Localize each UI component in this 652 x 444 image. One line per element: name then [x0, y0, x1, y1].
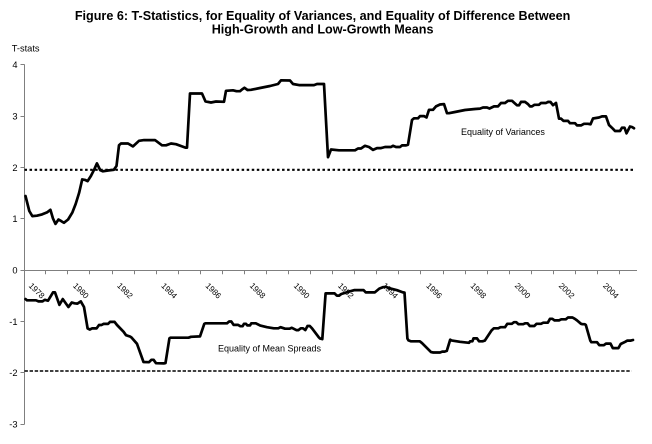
- svg-text:Equality of Variances: Equality of Variances: [461, 127, 545, 137]
- svg-text:3: 3: [12, 111, 17, 121]
- svg-text:T-stats: T-stats: [12, 44, 40, 54]
- svg-text:-3: -3: [9, 420, 17, 430]
- svg-text:-1: -1: [9, 317, 17, 327]
- svg-text:-2: -2: [9, 368, 17, 378]
- svg-text:4: 4: [12, 60, 17, 70]
- svg-text:High-Growth and Low-Growth Mea: High-Growth and Low-Growth Means: [212, 22, 434, 36]
- svg-text:Equality of Mean Spreads: Equality of Mean Spreads: [218, 344, 322, 354]
- svg-text:1: 1: [12, 214, 17, 224]
- svg-text:0: 0: [12, 266, 17, 276]
- svg-text:Figure 6: T-Statistics, for Eq: Figure 6: T-Statistics, for Equality of …: [75, 9, 570, 23]
- svg-text:2: 2: [12, 163, 17, 173]
